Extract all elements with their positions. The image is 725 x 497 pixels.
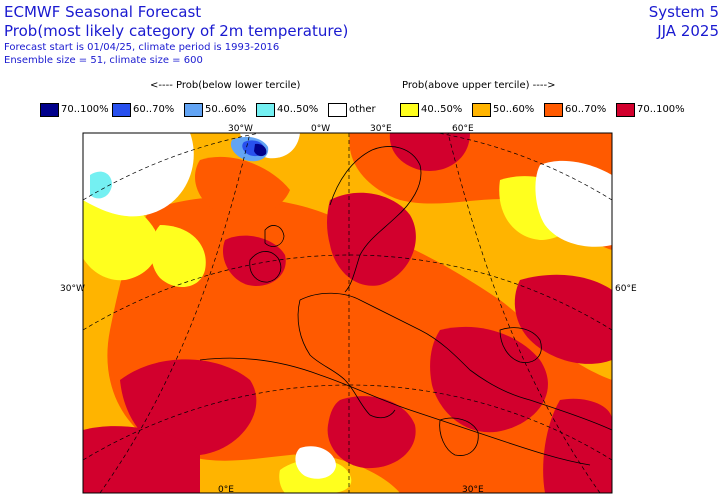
legend-swatch: [256, 103, 275, 117]
lon-label-left-30w: 30°W: [60, 284, 85, 294]
lon-label-bottom-30e: 30°E: [462, 485, 484, 495]
title-line-2: Prob(most likely category of 2m temperat…: [4, 22, 349, 40]
coastline: [344, 254, 361, 293]
legend-swatch: [112, 103, 131, 117]
below-tercile-header: <---- Prob(below lower tercile): [150, 80, 301, 91]
legend-swatch: [328, 103, 347, 117]
coastline: [249, 251, 282, 283]
lon-label-top-30e: 30°E: [370, 124, 392, 134]
coastline: [439, 417, 479, 456]
field-region-other: [295, 446, 336, 479]
lon-label-top-30w: 30°W: [228, 124, 253, 134]
legend-label: 70..100%: [61, 104, 109, 115]
field-region-70-100: [514, 274, 612, 364]
coastlines: [199, 146, 612, 466]
legend-label: 70..100%: [637, 104, 685, 115]
legend-swatch: [472, 103, 491, 117]
field-region-40-50-above: [151, 225, 206, 288]
system-block: System 5 JJA 2025: [649, 3, 719, 41]
title-line-1: ECMWF Seasonal Forecast: [4, 3, 202, 21]
legend-item: 60..70%: [544, 103, 606, 117]
legend-label: 60..70%: [133, 104, 175, 115]
legend-label: 50..60%: [205, 104, 247, 115]
field-region-70-100: [389, 133, 470, 171]
lon-label-bottom-0e: 0°E: [218, 485, 234, 495]
graticule-line: [447, 133, 601, 493]
legend-label: 50..60%: [493, 104, 535, 115]
field-region-70-100-below: [254, 143, 267, 157]
legend-swatch: [184, 103, 203, 117]
map-frame: [82, 132, 613, 494]
legend-swatch: [40, 103, 59, 117]
legend-item: 50..60%: [472, 103, 534, 117]
graticule: [83, 133, 612, 493]
probability-field: [83, 133, 612, 493]
graticule-line: [83, 384, 612, 461]
title-block: ECMWF Seasonal Forecast Prob(most likely…: [4, 3, 348, 67]
field-region-other: [83, 133, 194, 217]
lon-label-top-60e: 60°E: [452, 124, 474, 134]
legend-item: 60..70%: [112, 103, 174, 117]
above-tercile-header: Prob(above upper tercile) ---->: [402, 80, 556, 91]
graticule-line: [83, 133, 612, 201]
field-region-other: [535, 160, 612, 247]
graticule-line: [83, 254, 612, 331]
legend-item: 40..50%: [400, 103, 462, 117]
legend-swatch: [544, 103, 563, 117]
field-region-60-70: [195, 156, 290, 218]
field-region-70-100: [430, 326, 548, 433]
legend-label: 40..50%: [421, 104, 463, 115]
field-region-70-100: [222, 235, 286, 286]
legend-item: 40..50%: [256, 103, 318, 117]
field-region-40-50-above: [83, 196, 159, 281]
graticule-line: [99, 133, 251, 493]
legend-swatch: [400, 103, 419, 117]
coastline: [329, 146, 422, 256]
legend-label: other: [349, 104, 376, 115]
coastline: [264, 225, 285, 247]
coastline: [499, 327, 542, 363]
legend-item: 70..100%: [616, 103, 685, 117]
coastline: [344, 379, 396, 419]
legend-swatch: [616, 103, 635, 117]
field-region-40-50-below: [90, 171, 112, 199]
lon-label-right-60e: 60°E: [615, 284, 637, 294]
coastline: [299, 292, 612, 431]
field-region-70-100: [327, 396, 416, 469]
legend-label: 60..70%: [565, 104, 607, 115]
forecast-info: Forecast start is 01/04/25, climate peri…: [4, 42, 280, 53]
system-name: System 5: [648, 3, 719, 21]
field-region-70-100: [83, 426, 200, 493]
lon-label-top-0w: 0°W: [311, 124, 330, 134]
coastline: [199, 357, 591, 466]
legend-item: 70..100%: [40, 103, 109, 117]
field-region-70-100: [543, 398, 612, 493]
legend-label: 40..50%: [277, 104, 319, 115]
coastline: [297, 299, 346, 381]
legend-item: 50..60%: [184, 103, 246, 117]
ensemble-info: Ensemble size = 51, climate size = 600: [4, 55, 203, 66]
legend-item: other: [328, 103, 376, 117]
season-label: JJA 2025: [657, 22, 719, 40]
